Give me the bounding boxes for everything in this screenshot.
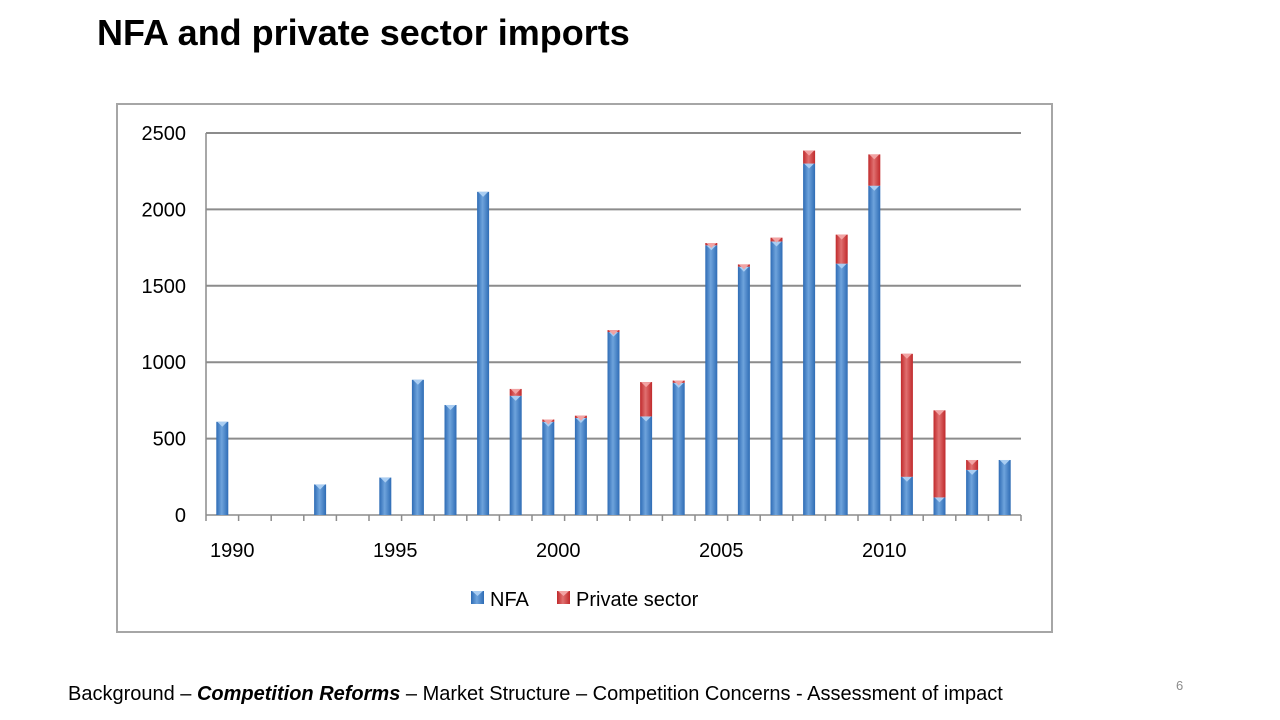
bar-private-cap (804, 150, 815, 156)
x-tick-label: 2005 (699, 540, 744, 562)
footer-competition-reforms: Competition Reforms (196, 683, 401, 705)
y-tick-label: 1000 (142, 352, 187, 374)
bar-private-cap (608, 330, 619, 336)
bar-private-2012 (933, 410, 946, 498)
bar-private-2011 (900, 353, 913, 477)
bar-private-cap (901, 353, 912, 359)
bar-nfa-2010 (868, 185, 881, 515)
legend-label-nfa: NFA (490, 589, 530, 611)
bar-nfa-2000 (542, 421, 555, 515)
bar-private-cap (575, 415, 586, 421)
bar-nfa-2004 (672, 382, 685, 515)
bar-private-cap (836, 234, 847, 240)
y-tick-label: 500 (153, 429, 186, 451)
bar-nfa-1993 (314, 484, 327, 515)
bar-private-cap (706, 243, 717, 249)
x-tick-label: 1990 (210, 540, 255, 562)
bar-nfa-cap (445, 404, 456, 410)
bar-nfa-cap (641, 416, 652, 422)
legend-swatch-nfa (471, 591, 484, 604)
bar-nfa-cap (412, 379, 423, 385)
bar-nfa-2005 (705, 245, 718, 516)
stacked-bar-chart: 0 500 1000 1500 2000 2500 1990 1995 2000 2005 2010… (142, 123, 1022, 611)
bar-nfa-2003 (640, 416, 653, 515)
bar-private-2009 (835, 234, 848, 264)
bar-nfa-2014 (998, 459, 1011, 515)
bar-nfa-1998 (477, 191, 490, 515)
bar-private-cap (869, 154, 880, 160)
y-tick-label: 2500 (142, 123, 187, 145)
x-tick-label: 2000 (536, 540, 581, 562)
bar-nfa-1997 (444, 404, 457, 515)
bar-nfa-1996 (411, 379, 424, 515)
x-tick-label: 1995 (373, 540, 418, 562)
bar-nfa-cap (217, 421, 228, 427)
bar-private-cap (510, 388, 521, 394)
footer-rest: – Market Structure – Competition Concern… (400, 683, 1003, 705)
bar-nfa-2011 (900, 476, 913, 515)
y-tick-label: 2000 (142, 199, 187, 221)
legend-swatch-private-cap (558, 591, 569, 596)
bar-nfa-2006 (737, 266, 750, 515)
legend-swatch-private (557, 591, 570, 604)
bar-nfa-cap (804, 163, 815, 169)
bar-nfa-cap (380, 477, 391, 483)
bar-private-cap (673, 380, 684, 386)
bar-nfa-cap (869, 185, 880, 191)
bar-nfa-cap (934, 497, 945, 503)
bar-nfa-cap (315, 484, 326, 490)
y-tick-label: 0 (175, 505, 186, 527)
chart-frame: 0 500 1000 1500 2000 2500 1990 1995 2000 2005 2010… (116, 103, 1053, 633)
bar-private-cap (738, 264, 749, 270)
bar-private-2008 (803, 150, 816, 164)
legend-swatch-nfa-cap (472, 591, 483, 596)
bar-private-cap (543, 419, 554, 425)
footer-navigation: Background – Competition Reforms – Marke… (68, 683, 1003, 706)
bar-nfa-2008 (803, 163, 816, 515)
bar-private-cap (934, 410, 945, 416)
bar-nfa-cap (771, 241, 782, 247)
bar-nfa-cap (510, 395, 521, 401)
bar-nfa-cap (836, 263, 847, 269)
legend-label-private: Private sector (576, 589, 699, 611)
slide-title: NFA and private sector imports (97, 12, 630, 53)
bar-private-2003 (640, 382, 653, 417)
bar-nfa-cap (901, 476, 912, 482)
bar-private-cap (967, 459, 978, 465)
y-tick-label: 1500 (142, 276, 187, 298)
bar-nfa-1990 (216, 421, 229, 515)
bar-nfa-1999 (509, 395, 522, 515)
page-number: 6 (1176, 678, 1184, 693)
bar-nfa-2013 (966, 469, 979, 515)
bar-nfa-cap (967, 469, 978, 475)
bar-nfa-2002 (607, 331, 620, 515)
bar-nfa-2007 (770, 241, 783, 515)
x-tick-label: 2010 (862, 540, 907, 562)
bar-nfa-1995 (379, 477, 392, 515)
footer-background: Background – (68, 683, 197, 705)
bar-nfa-cap (478, 191, 489, 197)
bar-private-2010 (868, 154, 881, 186)
bar-nfa-2001 (574, 417, 587, 515)
bar-nfa-2009 (835, 263, 848, 515)
bar-private-cap (641, 382, 652, 388)
bar-nfa-2012 (933, 497, 946, 515)
bar-nfa-cap (999, 459, 1010, 465)
bar-private-cap (771, 237, 782, 243)
